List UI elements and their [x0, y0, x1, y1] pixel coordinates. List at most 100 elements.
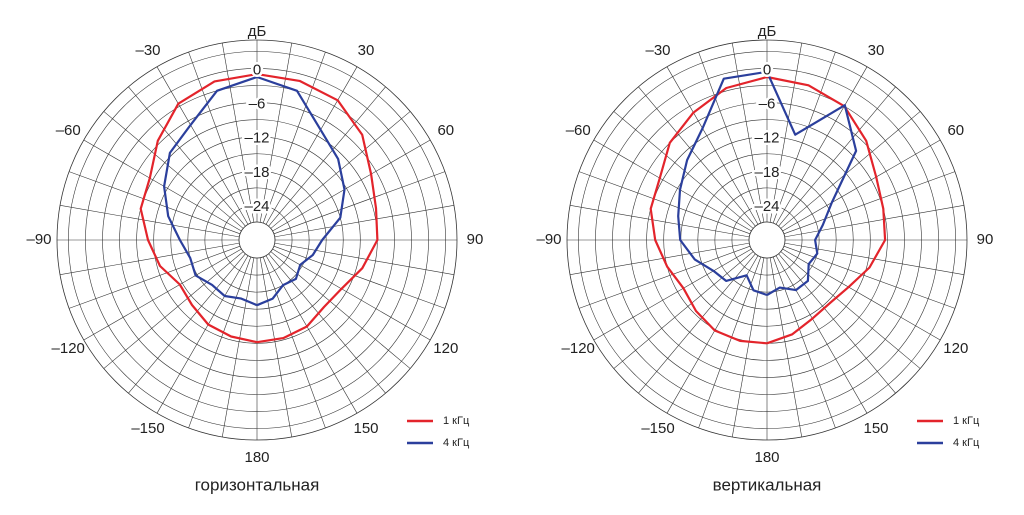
- spoke: [156, 66, 249, 225]
- spoke: [221, 42, 255, 223]
- spoke: [265, 66, 358, 225]
- theta-tick-label: 120: [943, 340, 968, 357]
- spoke: [638, 253, 756, 394]
- spoke: [731, 257, 765, 438]
- spoke: [775, 255, 868, 414]
- spoke: [188, 51, 252, 224]
- spoke: [221, 257, 255, 438]
- chart-caption: вертикальная: [713, 475, 822, 494]
- theta-tick-label: 120: [433, 340, 458, 357]
- theta-tick-label: –90: [536, 231, 561, 248]
- spoke: [128, 253, 246, 394]
- legend-label: 4 кГц: [953, 437, 980, 449]
- spoke: [769, 257, 803, 438]
- legend-label: 1 кГц: [953, 415, 980, 427]
- spoke: [772, 51, 836, 224]
- theta-tick-label: 30: [868, 42, 885, 59]
- spoke: [268, 253, 386, 394]
- spoke: [273, 245, 446, 309]
- series-line: [677, 70, 858, 297]
- spoke: [128, 86, 246, 227]
- r-tick-label: –18: [754, 164, 779, 181]
- legend-label: 4 кГц: [443, 437, 470, 449]
- spoke: [268, 86, 386, 227]
- spoke: [103, 111, 244, 229]
- spoke: [59, 204, 240, 238]
- theta-tick-label: –120: [52, 340, 85, 357]
- spoke: [698, 51, 762, 224]
- spoke: [775, 66, 868, 225]
- theta-tick-label: 90: [977, 231, 994, 248]
- spoke: [783, 171, 956, 235]
- spoke: [578, 245, 751, 309]
- spoke: [666, 255, 759, 414]
- spoke: [68, 171, 241, 235]
- series-line: [163, 75, 346, 307]
- spoke: [613, 251, 754, 369]
- theta-tick-label: 60: [437, 122, 454, 139]
- spoke: [59, 242, 240, 276]
- spoke: [780, 251, 921, 369]
- r-tick-label: –6: [249, 96, 266, 113]
- spoke: [103, 251, 244, 369]
- spoke: [578, 171, 751, 235]
- spoke: [274, 242, 455, 276]
- theta-tick-label: 180: [244, 449, 269, 466]
- spoke: [272, 139, 431, 232]
- theta-tick-label: 30: [358, 42, 375, 59]
- spoke: [68, 245, 241, 309]
- spoke: [638, 86, 756, 227]
- r-tick-label: –24: [754, 198, 779, 215]
- theta-tick-label: 180: [754, 449, 779, 466]
- spoke: [274, 204, 455, 238]
- spoke: [83, 139, 242, 232]
- spoke: [778, 253, 896, 394]
- spoke: [784, 204, 965, 238]
- spoke: [593, 248, 752, 341]
- spoke: [666, 66, 759, 225]
- theta-tick-label: –60: [566, 122, 591, 139]
- legend-label: 1 кГц: [443, 415, 470, 427]
- spoke: [731, 42, 765, 223]
- theta-tick-label: 150: [353, 420, 378, 437]
- spoke: [569, 242, 750, 276]
- spoke: [782, 139, 941, 232]
- r-tick-label: –6: [759, 96, 776, 113]
- theta-tick-label: –60: [56, 122, 81, 139]
- series-line: [649, 75, 887, 345]
- r-tick-label: 0: [253, 61, 261, 78]
- spoke: [273, 171, 446, 235]
- spoke: [772, 256, 836, 429]
- spoke: [778, 86, 896, 227]
- spoke: [156, 255, 249, 414]
- r-tick-label: –12: [754, 130, 779, 147]
- spoke: [780, 111, 921, 229]
- theta-tick-label: –90: [26, 231, 51, 248]
- theta-tick-label: 150: [863, 420, 888, 437]
- spoke: [259, 42, 293, 223]
- spoke: [272, 248, 431, 341]
- spoke: [569, 204, 750, 238]
- spoke: [783, 245, 956, 309]
- spoke: [769, 42, 803, 223]
- spoke: [188, 256, 252, 429]
- inner-ring: [748, 221, 786, 259]
- spoke: [262, 51, 326, 224]
- chart-caption: горизонтальная: [195, 475, 320, 494]
- r-tick-label: –12: [244, 130, 269, 147]
- r-axis-label: дБ: [248, 23, 267, 40]
- spoke: [613, 111, 754, 229]
- theta-tick-label: –150: [131, 420, 164, 437]
- theta-tick-label: –120: [562, 340, 595, 357]
- r-tick-label: –24: [244, 198, 269, 215]
- theta-tick-label: 60: [947, 122, 964, 139]
- r-tick-label: 0: [763, 61, 771, 78]
- spoke: [593, 139, 752, 232]
- spoke: [270, 251, 411, 369]
- inner-ring: [238, 221, 276, 259]
- spoke: [259, 257, 293, 438]
- r-tick-label: –18: [244, 164, 269, 181]
- r-axis-label: дБ: [758, 23, 777, 40]
